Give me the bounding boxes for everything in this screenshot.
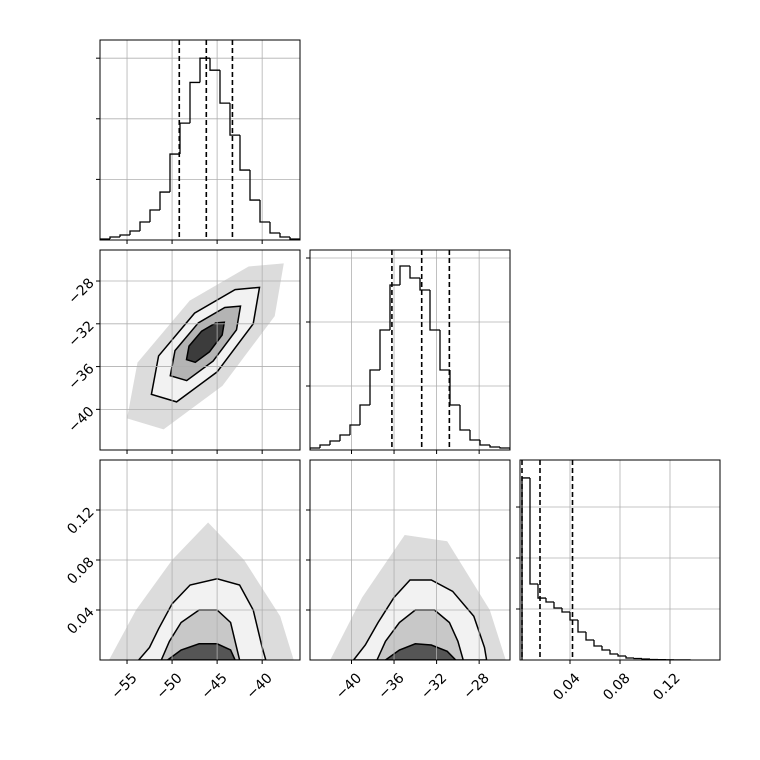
hist-bin — [577, 620, 586, 633]
panel-content — [310, 460, 510, 660]
x-tick-label: −55 — [108, 670, 140, 702]
hist-bin — [100, 238, 110, 240]
hist-bin — [521, 477, 530, 660]
panel-content — [100, 40, 300, 240]
hist-bin — [459, 405, 470, 431]
hist-bin — [439, 330, 450, 371]
hist-bin — [269, 222, 280, 234]
hist-bin — [601, 646, 610, 651]
hist-bin — [369, 369, 380, 406]
hist-bin — [569, 612, 578, 621]
panel: −28 −32 −36 −40 — [65, 249, 301, 454]
hist-bin — [633, 657, 642, 660]
frame — [99, 39, 301, 241]
hist-bin — [561, 608, 570, 613]
hist-bin — [389, 284, 400, 330]
hist-bin — [169, 153, 180, 193]
panel: −40 −36 −32 −28 — [306, 459, 511, 703]
panel-content — [100, 250, 300, 450]
hist-bin — [279, 233, 290, 238]
frame — [99, 249, 301, 451]
x-tick-label: −40 — [333, 670, 365, 702]
hist-bin — [109, 236, 120, 240]
hist-bin — [585, 632, 594, 641]
y-tick-label: 0.12 — [64, 504, 97, 537]
hist-bin — [359, 404, 370, 425]
hist-bin — [553, 602, 562, 609]
hist-bin — [593, 640, 602, 647]
contour — [185, 321, 226, 364]
hist-bin — [545, 598, 554, 603]
panel-content — [520, 460, 720, 660]
hist-bin — [529, 477, 538, 585]
x-tick-label: −36 — [375, 670, 407, 702]
hist-bin — [499, 446, 510, 450]
hist-bin — [409, 266, 420, 279]
panel-content — [100, 460, 300, 660]
hist-bin — [469, 429, 480, 441]
hist-bin — [319, 444, 330, 449]
x-tick-label: −28 — [461, 670, 493, 702]
hist-bin — [249, 170, 260, 201]
hist-bin — [339, 434, 350, 441]
hist-bin — [349, 424, 360, 436]
y-tick-label: 0.08 — [64, 554, 97, 587]
hist-bin — [625, 656, 634, 659]
x-tick-label: −40 — [244, 670, 276, 702]
hist-bin — [129, 230, 140, 236]
hist-bin — [119, 234, 130, 237]
hist-bin — [139, 221, 150, 232]
panel — [306, 249, 511, 454]
hist-bin — [310, 447, 320, 450]
hist-bin — [449, 370, 460, 406]
hist-bin — [489, 445, 500, 448]
hist-bin — [189, 81, 200, 124]
hist-bin — [159, 191, 170, 210]
x-tick-label: 0.04 — [550, 670, 583, 703]
frame — [309, 249, 511, 451]
hist-bin — [329, 440, 340, 446]
hist-bin — [537, 584, 546, 599]
hist-bin — [219, 70, 230, 104]
hist-bin — [209, 58, 220, 71]
x-tick-label: 0.08 — [600, 670, 633, 703]
x-tick-label: −50 — [153, 670, 185, 702]
hist-bin — [289, 236, 300, 240]
hist-bin — [649, 658, 658, 660]
panel-content — [310, 250, 510, 450]
hist-bin — [239, 135, 250, 171]
y-tick-label: −28 — [65, 275, 97, 307]
hist-bin — [229, 103, 240, 136]
panel: 0.04 0.08 0.12 — [516, 459, 721, 704]
y-tick-label: 0.04 — [64, 604, 97, 637]
hist-bin — [399, 265, 410, 286]
hist-bin — [479, 440, 490, 446]
x-tick-label: −32 — [418, 670, 450, 702]
hist-bin — [609, 650, 618, 655]
hist-bin — [149, 209, 160, 222]
hist-bin — [419, 277, 430, 291]
x-tick-label: −45 — [199, 670, 231, 702]
hist-bin — [199, 57, 210, 83]
contour — [384, 643, 457, 660]
hist-bin — [259, 200, 270, 223]
hist-bin — [429, 290, 440, 331]
hist-bin — [617, 653, 626, 657]
y-tick-label: −40 — [65, 404, 97, 436]
y-tick-label: −36 — [65, 361, 97, 393]
panel — [96, 39, 301, 244]
x-tick-label: 0.12 — [650, 670, 683, 703]
hist-bin — [379, 329, 390, 370]
panel: −55 −50 −45 −40 0.04 0.08 0.12 — [64, 459, 301, 703]
y-tick-label: −32 — [65, 318, 97, 350]
hist-bin — [179, 122, 190, 155]
